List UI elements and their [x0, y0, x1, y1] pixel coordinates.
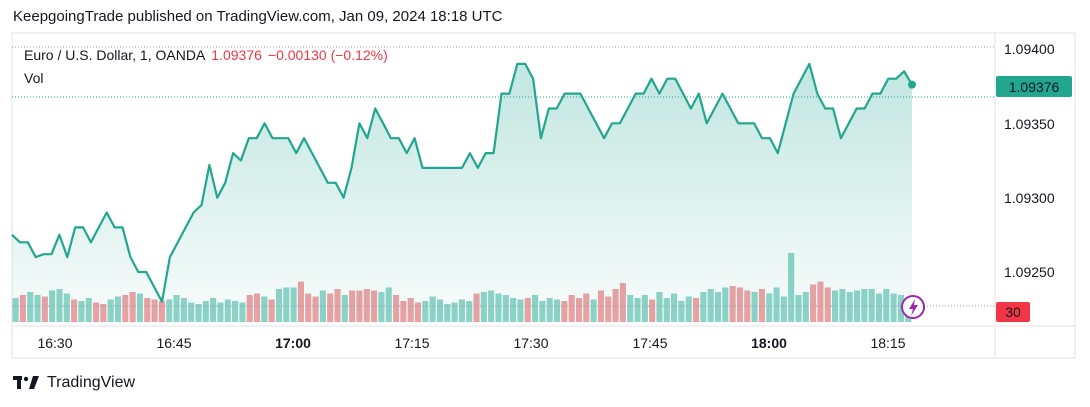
chart-frame [11, 32, 1076, 359]
price-axis: 1.09400 1.09350 1.09300 1.09250 1.09376 30 [996, 41, 1072, 322]
y-tick-label: 1.09400 [1004, 41, 1055, 57]
volume-badge-text: 30 [1005, 304, 1021, 320]
tradingview-logo-icon [13, 376, 39, 389]
y-tick-label: 1.09250 [1004, 264, 1055, 280]
x-tick-label: 16:45 [156, 335, 191, 351]
symbol-name: Euro / U.S. Dollar, 1, OANDA [24, 47, 206, 63]
volume-badge [996, 302, 1030, 322]
x-tick-label: 17:30 [513, 335, 548, 351]
symbol-last: 1.09376 [211, 47, 262, 63]
time-axis: 16:30 16:45 17:00 17:15 17:30 17:45 18:00 18:15 [37, 335, 905, 351]
y-tick-label: 1.09350 [1004, 116, 1055, 132]
x-tick-label: 17:00 [275, 335, 311, 351]
x-tick-label: 18:15 [870, 335, 905, 351]
lightning-icon[interactable] [901, 295, 925, 319]
x-tick-label: 18:00 [751, 335, 787, 351]
last-price-dot [908, 80, 916, 89]
x-tick-label: 17:45 [632, 335, 667, 351]
x-tick-label: 17:15 [394, 335, 429, 351]
price-badge [996, 76, 1072, 97]
publisher-header: KeepgoingTrade published on TradingView.… [13, 8, 503, 25]
chart-overlay [12, 46, 995, 319]
volume-legend: Vol [24, 70, 44, 86]
x-tick-label: 16:30 [37, 335, 72, 351]
symbol-change: −0.00130 (−0.12%) [267, 47, 388, 63]
price-area-fill [12, 63, 912, 323]
price-badge-text: 1.09376 [1009, 79, 1060, 95]
price-area [11, 62, 916, 323]
y-tick-label: 1.09300 [1004, 190, 1055, 206]
tradingview-brand: TradingView [47, 374, 136, 391]
symbol-legend: Euro / U.S. Dollar, 1, OANDA 1.09376 −0.00… [24, 47, 388, 63]
price-line [11, 62, 913, 303]
tradingview-footer[interactable]: TradingView [13, 374, 135, 392]
